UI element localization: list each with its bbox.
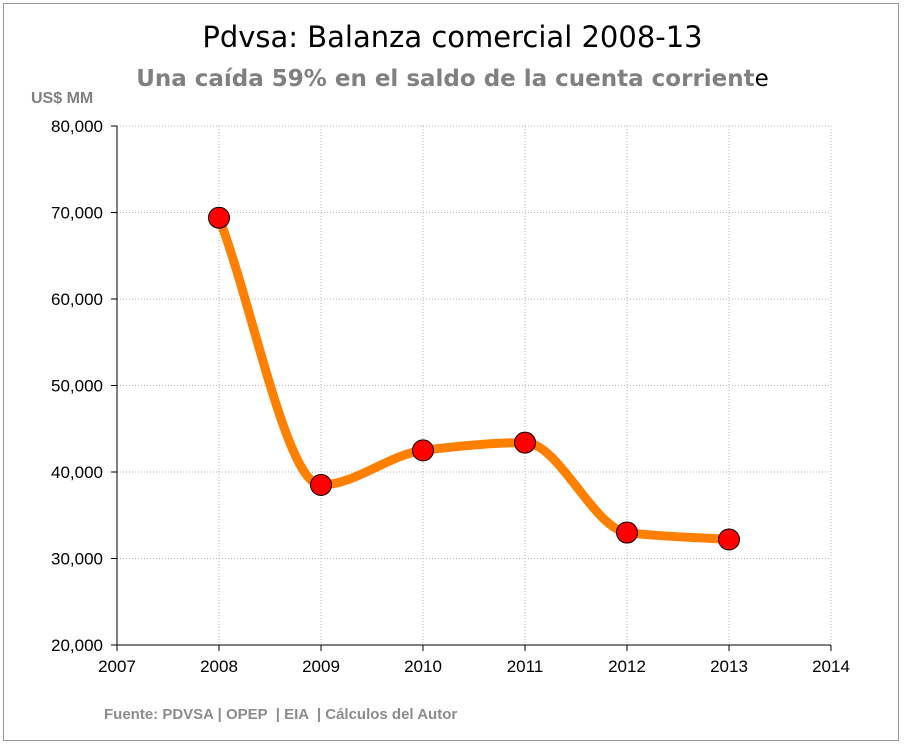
x-tick-label: 2009 (302, 657, 340, 676)
data-point (515, 432, 536, 453)
y-tick-label: 30,000 (51, 550, 103, 569)
data-point (311, 474, 332, 495)
y-tick-label: 60,000 (51, 290, 103, 309)
y-tick-label: 80,000 (51, 117, 103, 136)
y-tick-label: 20,000 (51, 636, 103, 655)
data-point (209, 207, 230, 228)
x-tick-label: 2008 (200, 657, 238, 676)
y-tick-label: 50,000 (51, 377, 103, 396)
data-point (719, 529, 740, 550)
series-line (219, 218, 729, 540)
data-point (617, 522, 638, 543)
x-tick-label: 2011 (507, 657, 544, 676)
x-tick-label: 2012 (608, 657, 646, 676)
y-tick-label: 40,000 (51, 463, 103, 482)
x-tick-label: 2014 (812, 657, 850, 676)
y-tick-label: 70,000 (51, 204, 103, 223)
data-point (413, 440, 434, 461)
x-tick-label: 2007 (98, 657, 136, 676)
x-tick-label: 2013 (710, 657, 748, 676)
x-tick-label: 2010 (404, 657, 442, 676)
